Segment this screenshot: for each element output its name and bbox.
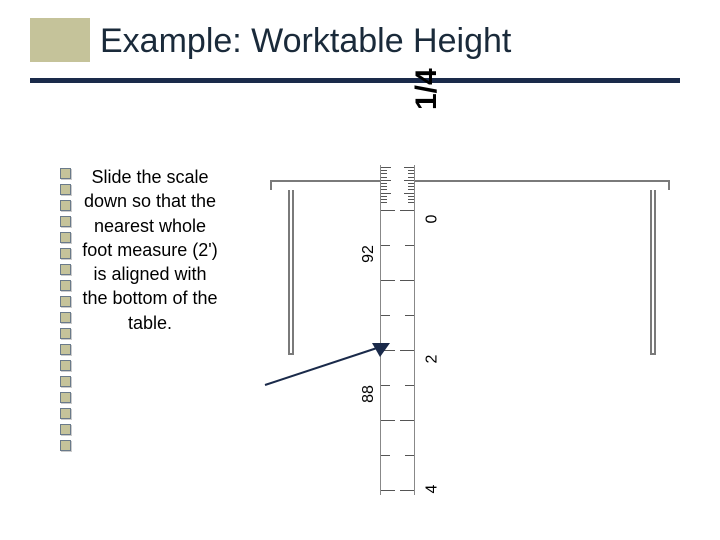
bullet-column	[60, 168, 74, 456]
table-leg-left	[288, 190, 294, 355]
table-edge-right	[668, 180, 670, 190]
bullet-square	[60, 264, 71, 275]
bullet-square	[60, 376, 71, 387]
table-leg-right	[650, 190, 656, 355]
slide-header: Example: Worktable Height	[0, 0, 720, 90]
bullet-square	[60, 296, 71, 307]
bullet-square	[60, 392, 71, 403]
worktable-diagram: 1/4 0249288	[260, 110, 680, 510]
ruler-right-label: 4	[423, 485, 441, 494]
bullet-square	[60, 328, 71, 339]
bullet-square	[60, 312, 71, 323]
bullet-square	[60, 248, 71, 259]
ruler-right-label: 0	[423, 215, 441, 224]
bullet-square	[60, 280, 71, 291]
bullet-square	[60, 360, 71, 371]
bullet-square	[60, 424, 71, 435]
scale-ruler	[380, 165, 415, 495]
ruler-left-label: 92	[360, 245, 378, 263]
pointer-arrow	[260, 335, 400, 395]
bullet-square	[60, 440, 71, 451]
slide-title: Example: Worktable Height	[100, 22, 511, 61]
bullet-square	[60, 216, 71, 227]
bullet-square	[60, 200, 71, 211]
scale-fraction-label: 1/4	[410, 68, 444, 110]
bullet-square	[60, 344, 71, 355]
bullet-square	[60, 184, 71, 195]
ruler-right-label: 2	[423, 355, 441, 364]
title-underline	[30, 78, 680, 83]
table-top-line	[270, 180, 670, 182]
bullet-square	[60, 408, 71, 419]
table-edge-left	[270, 180, 272, 190]
accent-box	[30, 18, 90, 62]
bullet-square	[60, 168, 71, 179]
instruction-text: Slide the scale down so that the nearest…	[80, 165, 220, 335]
bullet-square	[60, 232, 71, 243]
